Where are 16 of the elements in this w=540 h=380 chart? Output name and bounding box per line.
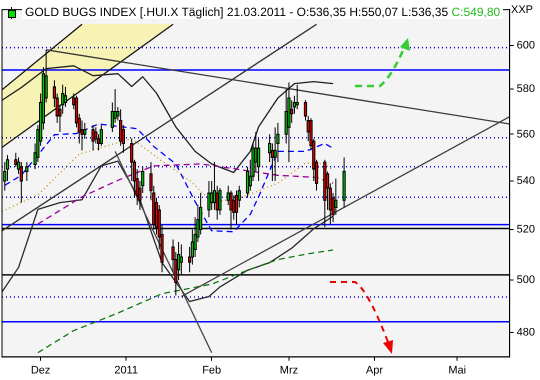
x-tick-label: Feb (202, 364, 222, 376)
chart-subtitle: C:549,80 (451, 5, 500, 19)
chart-title: GOLD BUGS INDEX [.HUI.X Täglich] 21.03.2011 - O:536,35 H:550,07 L:536,35 (25, 5, 448, 19)
y-tick-label: 580 (516, 83, 536, 96)
y-axis-title: XXP (511, 4, 534, 16)
y-tick-label: 520 (516, 224, 536, 236)
x-tick-label: Mai (448, 364, 466, 376)
x-tick-label: 2011 (114, 364, 138, 376)
y-tick-label: 540 (516, 175, 536, 188)
x-tick-label: Apr (366, 364, 384, 376)
x-tick-label: Mrz (280, 364, 298, 376)
x-tick-label: Dez (30, 364, 50, 376)
y-tick-label: 480 (516, 326, 536, 338)
y-tick-label: 500 (516, 274, 536, 286)
y-tick-label: 600 (516, 40, 536, 52)
y-tick-label: 560 (516, 128, 536, 140)
